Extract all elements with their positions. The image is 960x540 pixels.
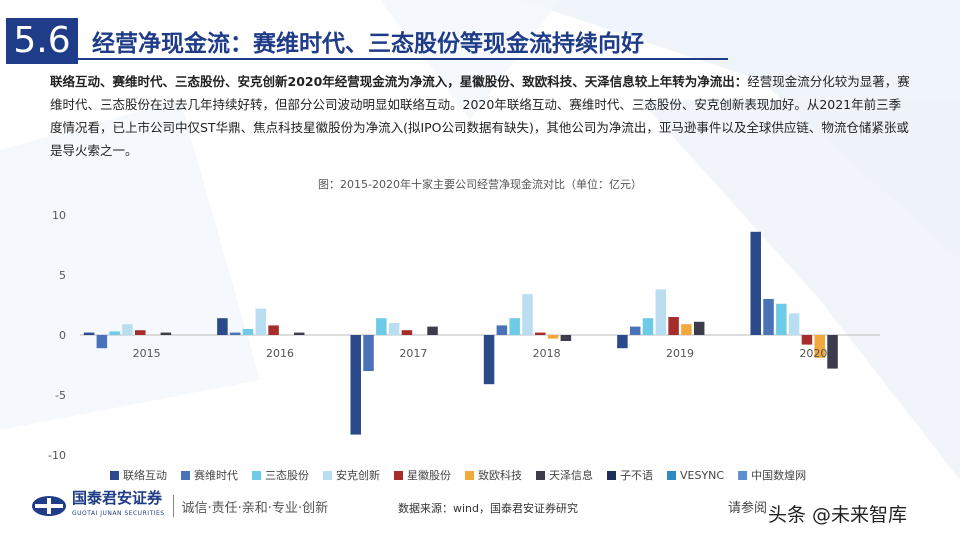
- y-tick-label: -5: [55, 389, 66, 402]
- data-source: 数据来源：wind，国泰君安证券研究: [398, 502, 579, 515]
- legend-swatch-联络互动: [110, 471, 119, 480]
- y-tick-label: 5: [59, 269, 66, 282]
- page-title: 经营净现金流：赛维时代、三态股份等现金流持续向好: [92, 31, 644, 57]
- legend-swatch-三态股份: [252, 471, 261, 480]
- x-tick-label: 2018: [533, 347, 561, 360]
- bar-赛维时代-2015: [96, 335, 108, 349]
- watermark: 头条 @未来智库: [768, 504, 908, 526]
- bar-安克创新-2019: [655, 289, 667, 335]
- bar-联络互动-2017: [350, 335, 361, 435]
- body-detail-text: 经营现金流分化较为显著，赛维时代、三态股份在过去几年持续好转，但部分公司波动明显…: [50, 74, 910, 158]
- legend-label: 致欧科技: [478, 468, 522, 482]
- bar-三态股份-2016: [242, 329, 254, 335]
- x-tick-label: 2017: [399, 347, 427, 360]
- legend-swatch-星徽股份: [394, 471, 403, 480]
- legend-swatch-赛维时代: [181, 471, 190, 480]
- legend-swatch-子不语: [607, 471, 616, 480]
- legend-swatch-VESYNC: [667, 471, 676, 480]
- legend-label: 中国数煌网: [751, 469, 806, 482]
- header-underline: [78, 58, 728, 60]
- bar-联络互动-2018: [483, 335, 495, 385]
- bar-安克创新-2018: [522, 294, 533, 335]
- legend-label: 赛维时代: [194, 468, 238, 482]
- legend-label: 子不语: [620, 469, 653, 482]
- legend-label: 安克创新: [336, 468, 380, 482]
- chart-title: 图：2015-2020年十家主要公司经营净现金流对比（单位：亿元）: [318, 178, 642, 191]
- bar-三态股份-2019: [642, 318, 654, 335]
- y-tick-label: -10: [48, 449, 66, 462]
- y-tick-label: 10: [52, 209, 66, 222]
- bar-天泽信息-2018: [560, 335, 572, 341]
- bar-星徽股份-2015: [135, 330, 146, 335]
- bar-星徽股份-2016: [268, 325, 279, 335]
- brand-name: 国泰君安证券 GUOTAI JUNAN SECURITIES: [72, 490, 165, 522]
- section-number-badge: 5.6: [6, 18, 78, 64]
- y-tick-label: 0: [59, 329, 66, 342]
- footer-brand: 国泰君安证券 GUOTAI JUNAN SECURITIES 诚信·责任·亲和·…: [30, 490, 329, 518]
- bar-联络互动-2019: [617, 335, 628, 349]
- bar-安克创新-2016: [255, 308, 267, 335]
- bar-联络互动-2015: [83, 332, 95, 335]
- bar-联络互动-2016: [217, 318, 228, 335]
- legend-swatch-安克创新: [323, 471, 332, 480]
- legend-label: 天泽信息: [549, 468, 593, 482]
- bar-赛维时代-2020: [763, 299, 774, 335]
- bar-安克创新-2020: [788, 313, 800, 335]
- page-header: 5.6 经营净现金流：赛维时代、三态股份等现金流持续向好: [0, 18, 960, 70]
- bar-赛维时代-2019: [629, 326, 641, 335]
- bar-三态股份-2015: [109, 331, 120, 335]
- x-tick-label: 2020: [799, 347, 827, 360]
- bar-赛维时代-2017: [363, 335, 374, 371]
- x-tick-label: 2015: [133, 347, 161, 360]
- bar-三态股份-2020: [776, 303, 787, 335]
- legend-label: 联络互动: [123, 468, 167, 482]
- bar-星徽股份-2020: [801, 335, 813, 345]
- brand-logo-icon: [32, 496, 66, 516]
- legend-swatch-致欧科技: [465, 471, 474, 480]
- legend-swatch-天泽信息: [536, 471, 545, 480]
- body-lead-text: 联络互动、赛维时代、三态股份、安克创新2020年经营现金流为净流入，星徽股份、致…: [50, 74, 748, 89]
- legend-swatch-中国数煌网: [738, 471, 748, 480]
- x-tick-label: 2016: [266, 347, 294, 360]
- bar-赛维时代-2016: [229, 332, 241, 335]
- legend-label: 星徽股份: [407, 468, 451, 482]
- bar-三态股份-2017: [376, 318, 387, 335]
- disclaimer-link[interactable]: 请参阅: [728, 501, 768, 516]
- x-tick-label: 2019: [666, 347, 694, 360]
- footer-separator: [172, 495, 174, 517]
- bar-星徽股份-2017: [401, 330, 413, 335]
- brand-name-text: 国泰君安证券: [72, 489, 163, 507]
- bar-天泽信息-2019: [693, 321, 705, 335]
- bar-致欧科技-2020: [814, 335, 825, 358]
- bar-安克创新-2015: [122, 324, 133, 335]
- bar-天泽信息-2017: [427, 326, 438, 335]
- bar-天泽信息-2016: [293, 332, 305, 335]
- body-paragraph: 联络互动、赛维时代、三态股份、安克创新2020年经营现金流为净流入，星徽股份、致…: [50, 70, 910, 162]
- legend-label: VESYNC: [680, 469, 724, 482]
- bar-安克创新-2017: [388, 323, 400, 335]
- bar-三态股份-2018: [509, 318, 520, 335]
- brand-slogan: 诚信·责任·亲和·专业·创新: [181, 500, 329, 516]
- bar-天泽信息-2015: [160, 332, 172, 335]
- bar-联络互动-2020: [750, 231, 761, 335]
- brand-sub-text: GUOTAI JUNAN SECURITIES: [72, 510, 165, 517]
- bar-星徽股份-2018: [535, 332, 546, 335]
- bar-天泽信息-2020: [827, 335, 838, 369]
- legend-label: 三态股份: [265, 469, 309, 482]
- bar-星徽股份-2019: [668, 317, 679, 335]
- bar-赛维时代-2018: [496, 325, 508, 335]
- bar-致欧科技-2018: [547, 335, 559, 339]
- bar-致欧科技-2019: [681, 324, 692, 335]
